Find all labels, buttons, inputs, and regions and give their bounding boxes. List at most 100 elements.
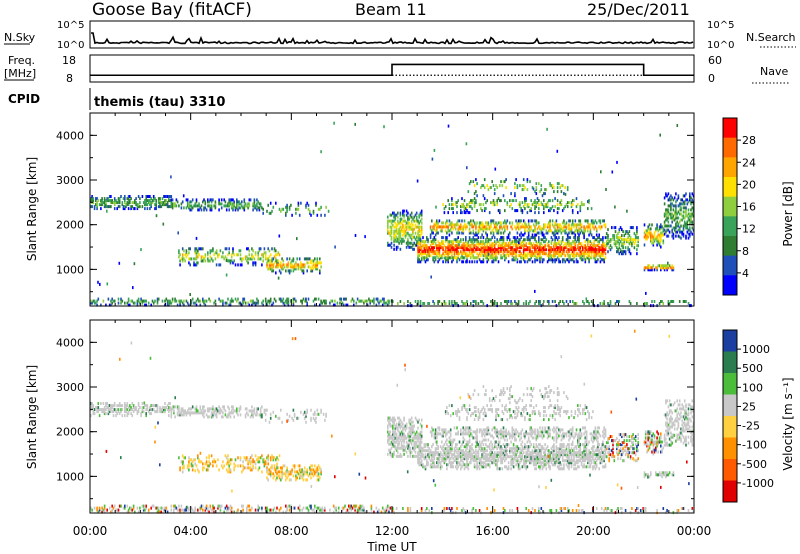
data-cell [420,256,423,260]
data-cell [491,250,493,254]
data-cell [150,412,152,416]
data-cell [442,203,444,207]
data-cell [532,242,535,246]
data-cell [178,456,180,460]
data-cell [597,240,599,244]
data-cell [456,211,458,215]
data-cell [164,199,166,203]
data-cell [215,407,218,411]
data-cell [504,225,506,229]
data-cell [230,198,233,202]
data-cell [594,252,597,256]
data-cell [108,205,111,209]
data-cell [483,250,486,254]
data-cell [682,200,685,204]
data-cell [280,478,282,482]
data-cell [452,207,454,211]
data-cell [103,408,106,412]
data-cell [583,231,585,235]
data-cell [453,238,456,242]
data-cell [643,231,646,235]
data-cell [482,246,485,250]
data-cell [415,219,418,223]
data-cell [587,242,589,246]
data-cell [387,225,389,229]
data-cell [108,303,111,307]
data-cell [392,432,394,436]
data-cell [578,219,580,223]
data-cell [388,422,390,426]
data-cell [468,250,471,254]
data-cell [281,267,283,271]
data-cell [671,220,673,224]
data-cell [516,236,519,240]
data-cell [389,436,392,440]
data-cell [574,219,577,223]
data-cell [546,244,549,248]
data-cell [116,207,118,211]
data-cell [388,436,390,440]
data-cell [268,301,271,305]
data-cell [499,227,501,231]
data-cell [275,257,277,261]
data-cell [631,242,633,246]
data-cell [417,459,419,463]
data-cell [573,242,575,246]
data-cell [422,240,424,244]
data-cell [398,434,400,438]
data-cell [653,235,656,239]
data-cell [667,216,670,220]
data-cell [271,209,273,213]
data-cell [448,256,451,260]
data-cell [644,233,647,237]
data-cell [272,456,275,460]
data-cell [261,454,263,458]
data-cell [441,240,443,244]
data-cell [258,456,261,460]
data-cell [512,256,515,260]
data-cell [483,209,486,213]
data-cell [405,424,408,428]
data-cell [670,208,672,212]
data-cell [516,209,519,213]
data-cell [90,199,92,203]
data-cell [417,426,419,430]
data-cell [324,213,326,217]
data-cell [543,300,545,303]
data-cell [395,235,398,239]
data-cell [280,271,282,275]
data-cell [500,254,502,258]
data-cell [525,242,527,246]
data-cell [504,300,506,303]
data-cell [618,252,621,256]
data-cell [622,242,624,246]
data-cell [577,229,579,233]
data-cell [205,460,208,464]
data-cell [293,265,296,269]
data-cell [437,221,439,225]
data-cell [643,268,646,272]
data-cell [410,245,413,249]
data-cell [283,301,286,305]
data-cell [521,254,524,258]
data-cell [185,255,188,259]
data-cell [556,246,559,250]
data-cell [676,124,679,127]
data-cell [466,225,468,229]
data-cell [686,198,689,202]
data-cell [672,218,675,222]
data-cell [253,206,256,210]
data-cell [418,246,420,250]
data-cell [204,462,207,466]
data-cell [538,240,540,244]
data-cell [629,226,632,230]
data-cell [534,227,536,231]
data-cell [656,235,658,239]
data-cell [564,229,566,233]
data-cell [490,248,492,252]
data-cell [605,236,608,240]
data-cell [420,239,423,243]
data-cell [107,197,110,201]
data-cell [300,265,302,269]
data-cell [575,225,578,229]
